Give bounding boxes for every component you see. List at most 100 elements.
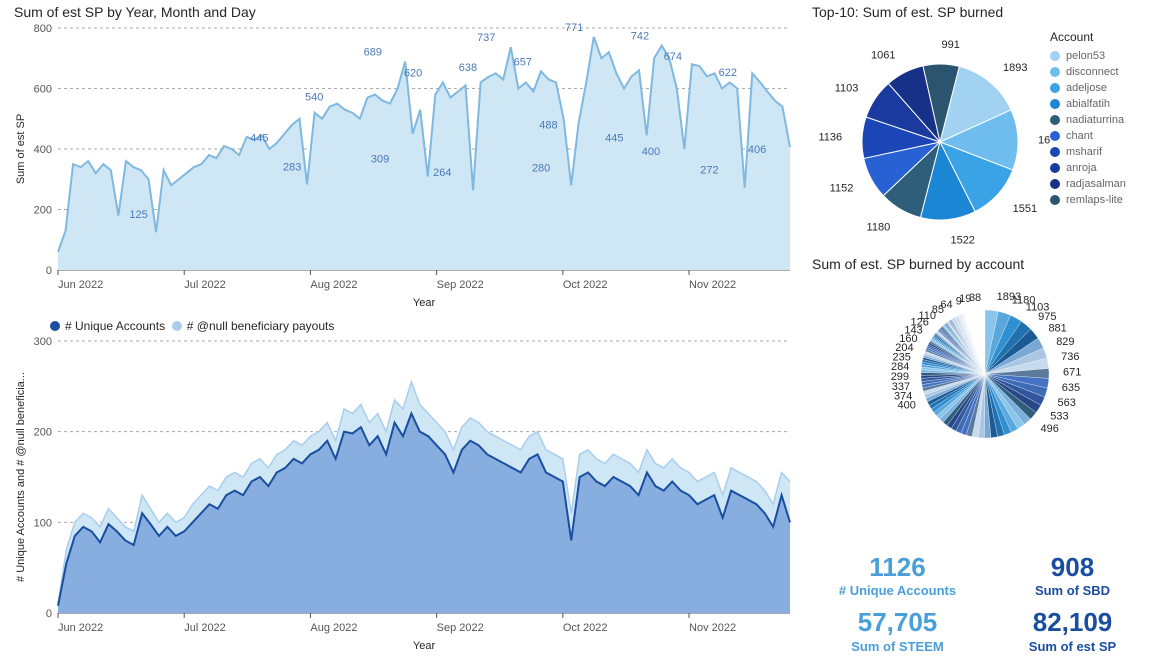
svg-text:400: 400 (642, 146, 660, 158)
svg-text:# Unique Accounts and # @null: # Unique Accounts and # @null beneficia.… (15, 372, 27, 582)
pie2-title: Sum of est. SP burned by account (812, 256, 1160, 272)
svg-text:272: 272 (700, 165, 718, 177)
pie1-legend-item: chant (1050, 130, 1126, 142)
svg-text:Oct 2022: Oct 2022 (563, 622, 608, 634)
chart2-legend: # Unique Accounts # @null beneficiary pa… (50, 319, 800, 333)
svg-text:309: 309 (371, 154, 389, 166)
svg-text:737: 737 (477, 32, 495, 44)
svg-text:Nov 2022: Nov 2022 (689, 279, 736, 291)
svg-text:280: 280 (532, 162, 550, 174)
svg-text:9: 9 (956, 296, 962, 308)
svg-text:100: 100 (34, 517, 52, 529)
svg-text:Sep 2022: Sep 2022 (437, 622, 484, 634)
svg-text:1522: 1522 (950, 234, 974, 246)
pie1-legend-item: radjasalman (1050, 178, 1126, 190)
svg-text:Sum of est SP: Sum of est SP (15, 114, 27, 184)
svg-text:1103: 1103 (835, 83, 859, 95)
svg-text:657: 657 (514, 56, 532, 68)
kpi-value: 908 (985, 553, 1160, 582)
kpi-label: Sum of STEEM (810, 639, 985, 654)
svg-text:635: 635 (1062, 382, 1080, 394)
pie1-legend-item: pelon53 (1050, 50, 1126, 62)
svg-text:445: 445 (250, 132, 268, 144)
pie1-legend-item: anroja (1050, 162, 1126, 174)
pie1-legend-title: Account (1050, 30, 1126, 44)
svg-text:533: 533 (1050, 411, 1068, 423)
kpi-value: 1126 (810, 553, 985, 582)
pie1-legend-item: msharif (1050, 146, 1126, 158)
svg-text:125: 125 (129, 209, 147, 221)
kpi-card: 1126 # Unique Accounts (810, 553, 985, 609)
kpi-label: Sum of est SP (985, 639, 1160, 654)
svg-text:1180: 1180 (867, 221, 891, 233)
svg-text:406: 406 (748, 144, 766, 156)
svg-text:771: 771 (565, 22, 583, 34)
pie1-legend-item: remlaps-lite (1050, 194, 1126, 206)
svg-text:671: 671 (1063, 366, 1081, 378)
svg-text:600: 600 (34, 84, 52, 96)
svg-text:1551: 1551 (1013, 203, 1037, 215)
svg-text:540: 540 (305, 92, 323, 104)
chart1-svg: 0200400600800Jun 2022Jul 2022Aug 2022Sep… (10, 22, 800, 312)
svg-text:742: 742 (631, 31, 649, 43)
svg-text:445: 445 (605, 132, 623, 144)
pie1-svg: 189316721551152211801152113611031061991 (810, 22, 1050, 252)
svg-text:1061: 1061 (871, 50, 895, 62)
svg-text:563: 563 (1057, 397, 1075, 409)
svg-text:1136: 1136 (819, 131, 843, 143)
pie1-legend: Account pelon53 disconnect adeljose abialfa… (1050, 30, 1126, 252)
svg-text:Nov 2022: Nov 2022 (689, 622, 736, 634)
chart2-legend-1: # @null beneficiary payouts (187, 319, 335, 333)
svg-text:991: 991 (941, 39, 959, 51)
kpi-label: # Unique Accounts (810, 583, 985, 598)
svg-text:800: 800 (34, 23, 52, 35)
svg-text:975: 975 (1038, 311, 1056, 323)
svg-text:Jul 2022: Jul 2022 (184, 622, 226, 634)
chart2-legend-0: # Unique Accounts (65, 319, 165, 333)
svg-text:400: 400 (34, 144, 52, 156)
svg-text:674: 674 (664, 51, 682, 63)
chart1-title: Sum of est SP by Year, Month and Day (14, 4, 800, 20)
svg-text:Jul 2022: Jul 2022 (184, 279, 226, 291)
svg-text:736: 736 (1061, 351, 1079, 363)
svg-text:496: 496 (1040, 423, 1058, 435)
svg-text:283: 283 (283, 161, 301, 173)
pie1-title: Top-10: Sum of est. SP burned (812, 4, 1160, 20)
svg-text:Year: Year (413, 297, 436, 309)
svg-text:638: 638 (459, 62, 477, 74)
svg-text:Aug 2022: Aug 2022 (310, 622, 357, 634)
chart2-svg: 0 100 200 300 Jun 2022 Jul 2022 Aug 2022 Sep 20… (10, 335, 800, 655)
pie1-legend-item: abialfatih (1050, 98, 1126, 110)
svg-text:264: 264 (433, 167, 451, 179)
svg-text:Jun 2022: Jun 2022 (58, 279, 103, 291)
svg-text:Jun 2022: Jun 2022 (58, 622, 103, 634)
pie1-legend-item: nadiaturrina (1050, 114, 1126, 126)
kpi-label: Sum of SBD (985, 583, 1160, 598)
svg-text:620: 620 (404, 67, 422, 79)
pie1-legend-item: disconnect (1050, 66, 1126, 78)
svg-text:Oct 2022: Oct 2022 (563, 279, 608, 291)
pie2-svg: 1893118011039758818297366716355635334963… (810, 274, 1160, 474)
svg-text:829: 829 (1056, 336, 1074, 348)
svg-text:400: 400 (898, 400, 916, 412)
svg-text:200: 200 (34, 427, 52, 439)
svg-text:300: 300 (34, 336, 52, 348)
kpi-grid: 1126 # Unique Accounts908 Sum of SBD57,7… (810, 553, 1160, 664)
svg-text:1152: 1152 (830, 183, 854, 195)
pie1-legend-item: adeljose (1050, 82, 1126, 94)
svg-text:Sep 2022: Sep 2022 (437, 279, 484, 291)
svg-text:Aug 2022: Aug 2022 (310, 279, 357, 291)
svg-text:689: 689 (364, 47, 382, 59)
svg-text:0: 0 (46, 608, 52, 620)
kpi-value: 82,109 (985, 608, 1160, 637)
kpi-card: 908 Sum of SBD (985, 553, 1160, 609)
svg-text:881: 881 (1048, 323, 1066, 335)
kpi-value: 57,705 (810, 608, 985, 637)
kpi-card: 57,705 Sum of STEEM (810, 608, 985, 664)
svg-text:1672: 1672 (1038, 134, 1050, 146)
svg-text:200: 200 (34, 205, 52, 217)
svg-text:Year: Year (413, 640, 436, 652)
kpi-card: 82,109 Sum of est SP (985, 608, 1160, 664)
svg-text:488: 488 (539, 119, 557, 131)
svg-text:622: 622 (719, 67, 737, 79)
